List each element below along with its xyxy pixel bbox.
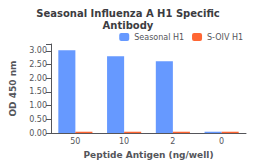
svg-text:0: 0 — [219, 137, 224, 146]
svg-text:S-OIV H1: S-OIV H1 — [207, 33, 243, 42]
svg-text:50: 50 — [70, 137, 80, 146]
svg-text:10: 10 — [119, 137, 129, 146]
svg-text:2.50: 2.50 — [29, 60, 47, 69]
svg-text:2.00: 2.00 — [29, 74, 47, 83]
svg-text:Seasonal Influenza A H1 Specif: Seasonal Influenza A H1 Specific — [36, 8, 220, 19]
svg-text:OD 450 nm: OD 450 nm — [8, 61, 18, 117]
svg-text:1.50: 1.50 — [29, 87, 47, 96]
svg-text:0.00: 0.00 — [29, 129, 47, 138]
svg-text:Peptide Antigen (ng/well): Peptide Antigen (ng/well) — [83, 150, 213, 160]
svg-text:Antibody: Antibody — [103, 20, 154, 31]
svg-text:Seasonal H1: Seasonal H1 — [134, 33, 184, 42]
svg-text:1.00: 1.00 — [29, 101, 47, 110]
svg-text:2: 2 — [170, 137, 175, 146]
svg-text:0.50: 0.50 — [29, 115, 47, 124]
svg-text:3.00: 3.00 — [29, 46, 47, 55]
